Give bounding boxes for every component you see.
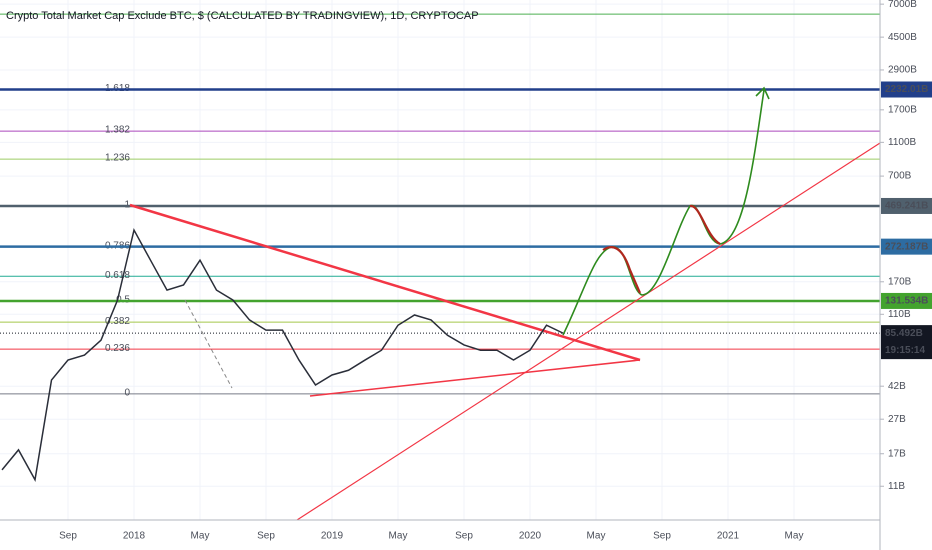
x-tick-label: May bbox=[389, 531, 408, 542]
fib-label: 0 bbox=[124, 388, 130, 399]
y-tick-label: 11B bbox=[888, 481, 905, 492]
fib-label: 1.236 bbox=[105, 153, 130, 164]
y-tick-label: 110B bbox=[888, 309, 911, 320]
grid bbox=[0, 0, 880, 520]
trend-line bbox=[296, 142, 881, 521]
price-label-bg bbox=[881, 81, 932, 98]
y-tick-label: 170B bbox=[888, 276, 912, 287]
price-label: 131.534B bbox=[885, 296, 928, 307]
price-label: 469.241B bbox=[885, 201, 928, 212]
price-label-bg bbox=[881, 325, 932, 360]
y-tick-label: 42B bbox=[888, 381, 906, 392]
y-tick-label: 4500B bbox=[888, 32, 917, 43]
y-tick-label: 1100B bbox=[888, 137, 917, 148]
y-tick-label: 2900B bbox=[888, 65, 917, 76]
price-label-bg bbox=[881, 292, 932, 309]
trend-line bbox=[129, 203, 641, 362]
countdown: 19:15:14 bbox=[885, 345, 925, 356]
projection-path bbox=[562, 89, 765, 336]
x-tick-label: May bbox=[191, 531, 210, 542]
fib-label: 1.382 bbox=[105, 125, 130, 136]
x-tick-label: Sep bbox=[455, 531, 473, 542]
y-tick-label: 7000B bbox=[888, 0, 917, 10]
price-label-bg bbox=[881, 238, 932, 255]
chart-title: Crypto Total Market Cap Exclude BTC, $ (… bbox=[6, 10, 479, 22]
price-label: 2232.01B bbox=[885, 84, 928, 95]
arrow-head bbox=[755, 86, 770, 100]
price-label-bg bbox=[881, 197, 932, 214]
trend-lines bbox=[129, 86, 881, 521]
fib-label: 0.382 bbox=[105, 316, 130, 327]
fib-label: 0.236 bbox=[105, 343, 130, 354]
x-tick-label: May bbox=[785, 531, 804, 542]
y-tick-label: 700B bbox=[888, 171, 912, 182]
x-tick-label: Sep bbox=[653, 531, 671, 542]
trend-line bbox=[309, 359, 641, 397]
x-tick-label: 2021 bbox=[717, 531, 740, 542]
series bbox=[1, 227, 564, 483]
x-tick-label: 2019 bbox=[321, 531, 344, 542]
projection-wave bbox=[602, 246, 642, 294]
price-line-series bbox=[1, 227, 564, 483]
dashed-line bbox=[184, 299, 233, 389]
x-tick-label: Sep bbox=[257, 531, 275, 542]
y-tick-label: 17B bbox=[888, 448, 906, 459]
axis-labels: 7000B 4500B 2900B 1700B 1100B 700B 170B 110B 42B… bbox=[59, 0, 932, 542]
fib-label: 0.618 bbox=[105, 270, 130, 281]
x-tick-label: May bbox=[587, 531, 606, 542]
price-label: 85.492B bbox=[885, 328, 923, 339]
x-tick-label: Sep bbox=[59, 531, 77, 542]
x-tick-label: 2020 bbox=[519, 531, 542, 542]
projection-wave bbox=[689, 204, 721, 245]
price-label: 272.187B bbox=[885, 241, 928, 252]
y-tick-label: 27B bbox=[888, 414, 906, 425]
x-tick-label: 2018 bbox=[123, 531, 146, 542]
y-tick-label: 1700B bbox=[888, 104, 917, 115]
